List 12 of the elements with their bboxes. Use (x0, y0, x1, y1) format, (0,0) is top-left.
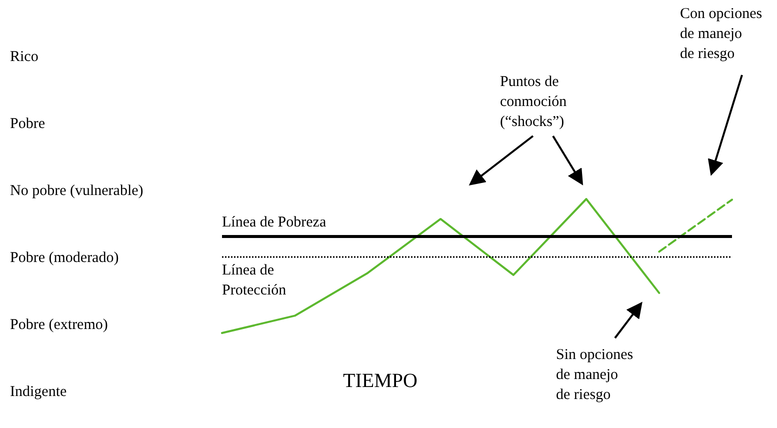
ref-line-label: Línea de Pobreza (222, 214, 326, 231)
text: No pobre (vulnerable) (10, 183, 144, 199)
text: Con opciones de manejo de riesgo (680, 6, 762, 62)
ref-line-label: Línea de Protección (222, 262, 287, 299)
text: Pobre (extremo) (10, 317, 108, 333)
text: Pobre (moderado) (10, 250, 119, 266)
text: Rico (10, 49, 38, 65)
text: Sin opciones de manejo de riesgo (556, 347, 634, 403)
text: Indigente (10, 384, 67, 400)
text: Pobre (10, 116, 46, 132)
x-axis-title: TIEMPO (343, 370, 418, 392)
text: Puntos de conmoción (“shocks”) (500, 74, 568, 130)
